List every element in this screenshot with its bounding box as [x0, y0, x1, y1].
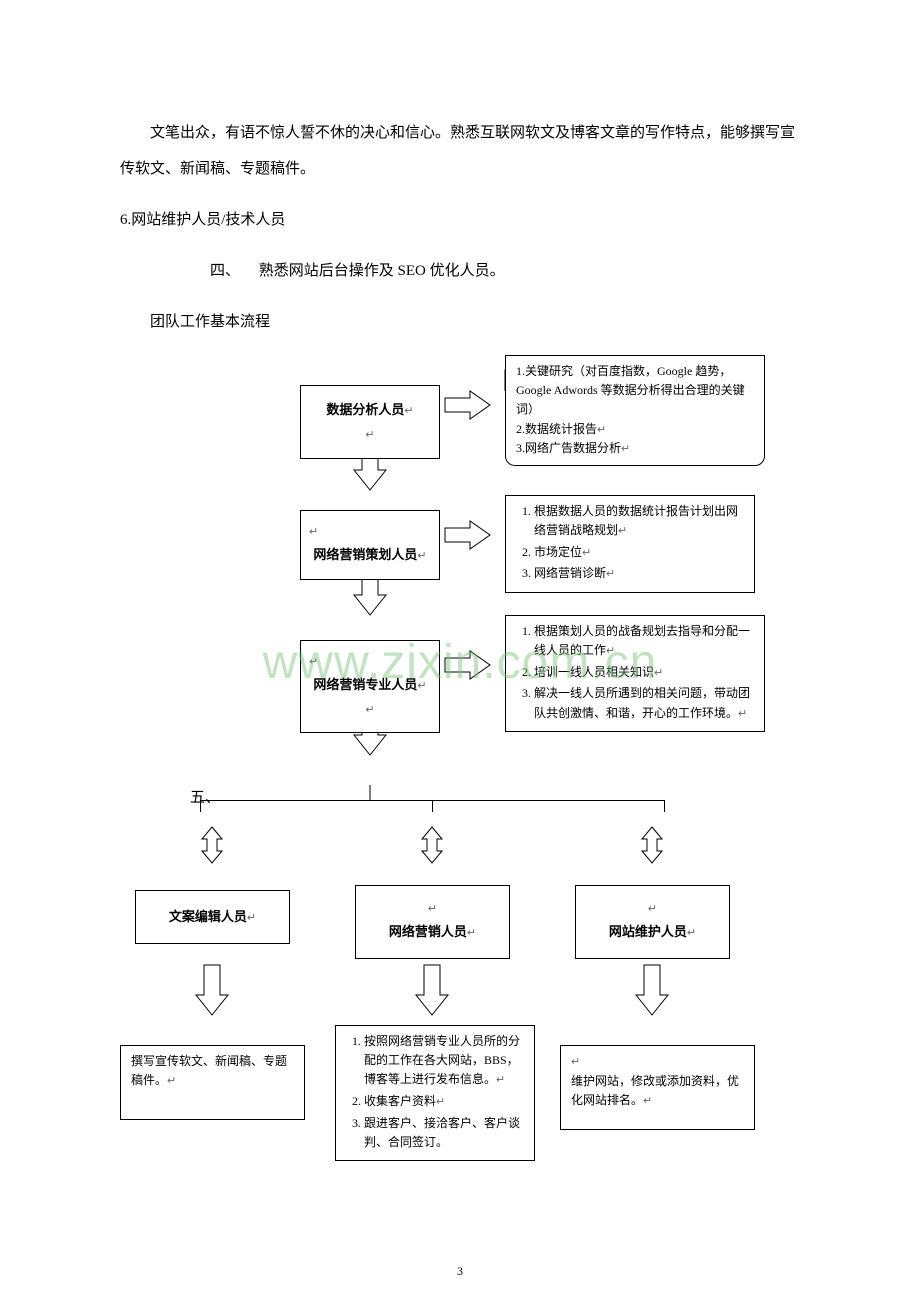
node-maintainer: ↵ 网站维护人员↵: [575, 885, 730, 959]
desc-maintainer: ↵ 维护网站，修改或添加资料，优化网站排名。↵: [560, 1045, 755, 1130]
node-data-analyst-label: 数据分析人员: [326, 402, 404, 417]
paragraph-2: 6.网站维护人员/技术人员: [120, 202, 800, 238]
node-planner: ↵ 网络营销策划人员↵: [300, 510, 440, 580]
desc5-3: 跟进客户、接洽客户、客户谈判、合同签订。: [364, 1116, 520, 1149]
desc1-line1: 1.关键研究（对百度指数，Google 趋势，Google Adwords 等数…: [516, 362, 754, 420]
paragraph-4: 团队工作基本流程: [120, 304, 800, 340]
desc4: 撰写宣传软文、新闻稿、专题稿件。: [131, 1054, 287, 1087]
page: 文笔出众，有语不惊人誓不休的决心和信心。熟悉互联网软文及博客文章的写作特点，能够…: [0, 0, 920, 1303]
page-number: 3: [0, 1261, 920, 1283]
node-specialist: ↵ 网络营销专业人员↵ ↵: [300, 640, 440, 733]
section-four-text: 熟悉网站后台操作及 SEO 优化人员。: [259, 263, 505, 279]
flowchart: 数据分析人员↵ ↵ 1.关键研究（对百度指数，Google 趋势，Google …: [120, 355, 800, 1225]
section-four-label: 四、: [195, 253, 240, 289]
desc1-line3: 3.网络广告数据分析: [516, 441, 621, 455]
split-bar-mid: [432, 800, 433, 812]
desc-marketer: 按照网络营销专业人员所的分配的工作在各大网站，BBS，博客等上进行发布信息。↵ …: [335, 1025, 535, 1161]
desc2-2: 市场定位: [534, 545, 582, 559]
node-specialist-label: 网络营销专业人员: [313, 677, 417, 692]
desc-planner: 根据数据人员的数据统计报告计划出网络营销战略规划↵ 市场定位↵ 网络营销诊断↵: [505, 495, 755, 593]
paragraph-1: 文笔出众，有语不惊人誓不休的决心和信心。熟悉互联网软文及博客文章的写作特点，能够…: [120, 115, 800, 187]
node-marketer: ↵ 网络营销人员↵: [355, 885, 510, 959]
node-copywriter: 文案编辑人员↵: [135, 890, 290, 944]
desc-copywriter: 撰写宣传软文、新闻稿、专题稿件。↵: [120, 1045, 305, 1120]
paragraph-3: 四、 熟悉网站后台操作及 SEO 优化人员。: [120, 253, 800, 289]
desc-specialist: 根据策划人员的战备规划去指导和分配一线人员的工作↵ 培训一线人员相关知识↵ 解决…: [505, 615, 765, 732]
node-maintainer-label: 网站维护人员: [609, 924, 687, 939]
desc2-3: 网络营销诊断: [534, 566, 606, 580]
node-data-analyst: 数据分析人员↵ ↵: [300, 385, 440, 459]
desc2-1: 根据数据人员的数据统计报告计划出网络营销战略规划: [534, 504, 738, 537]
desc3-1: 根据策划人员的战备规划去指导和分配一线人员的工作: [534, 624, 750, 657]
desc6: 维护网站，修改或添加资料，优化网站排名。: [571, 1074, 739, 1107]
desc3-2: 培训一线人员相关知识: [534, 665, 654, 679]
node-marketer-label: 网络营销人员: [389, 924, 467, 939]
desc5-2: 收集客户资料: [364, 1094, 436, 1108]
node-planner-label: 网络营销策划人员: [313, 547, 417, 562]
desc3-3: 解决一线人员所遇到的相关问题，带动团队共创激情、和谐，开心的工作环境。: [534, 686, 750, 719]
node-copywriter-label: 文案编辑人员: [169, 909, 247, 924]
desc1-line2: 2.数据统计报告: [516, 422, 597, 436]
desc-data-analyst: 1.关键研究（对百度指数，Google 趋势，Google Adwords 等数…: [505, 355, 765, 466]
